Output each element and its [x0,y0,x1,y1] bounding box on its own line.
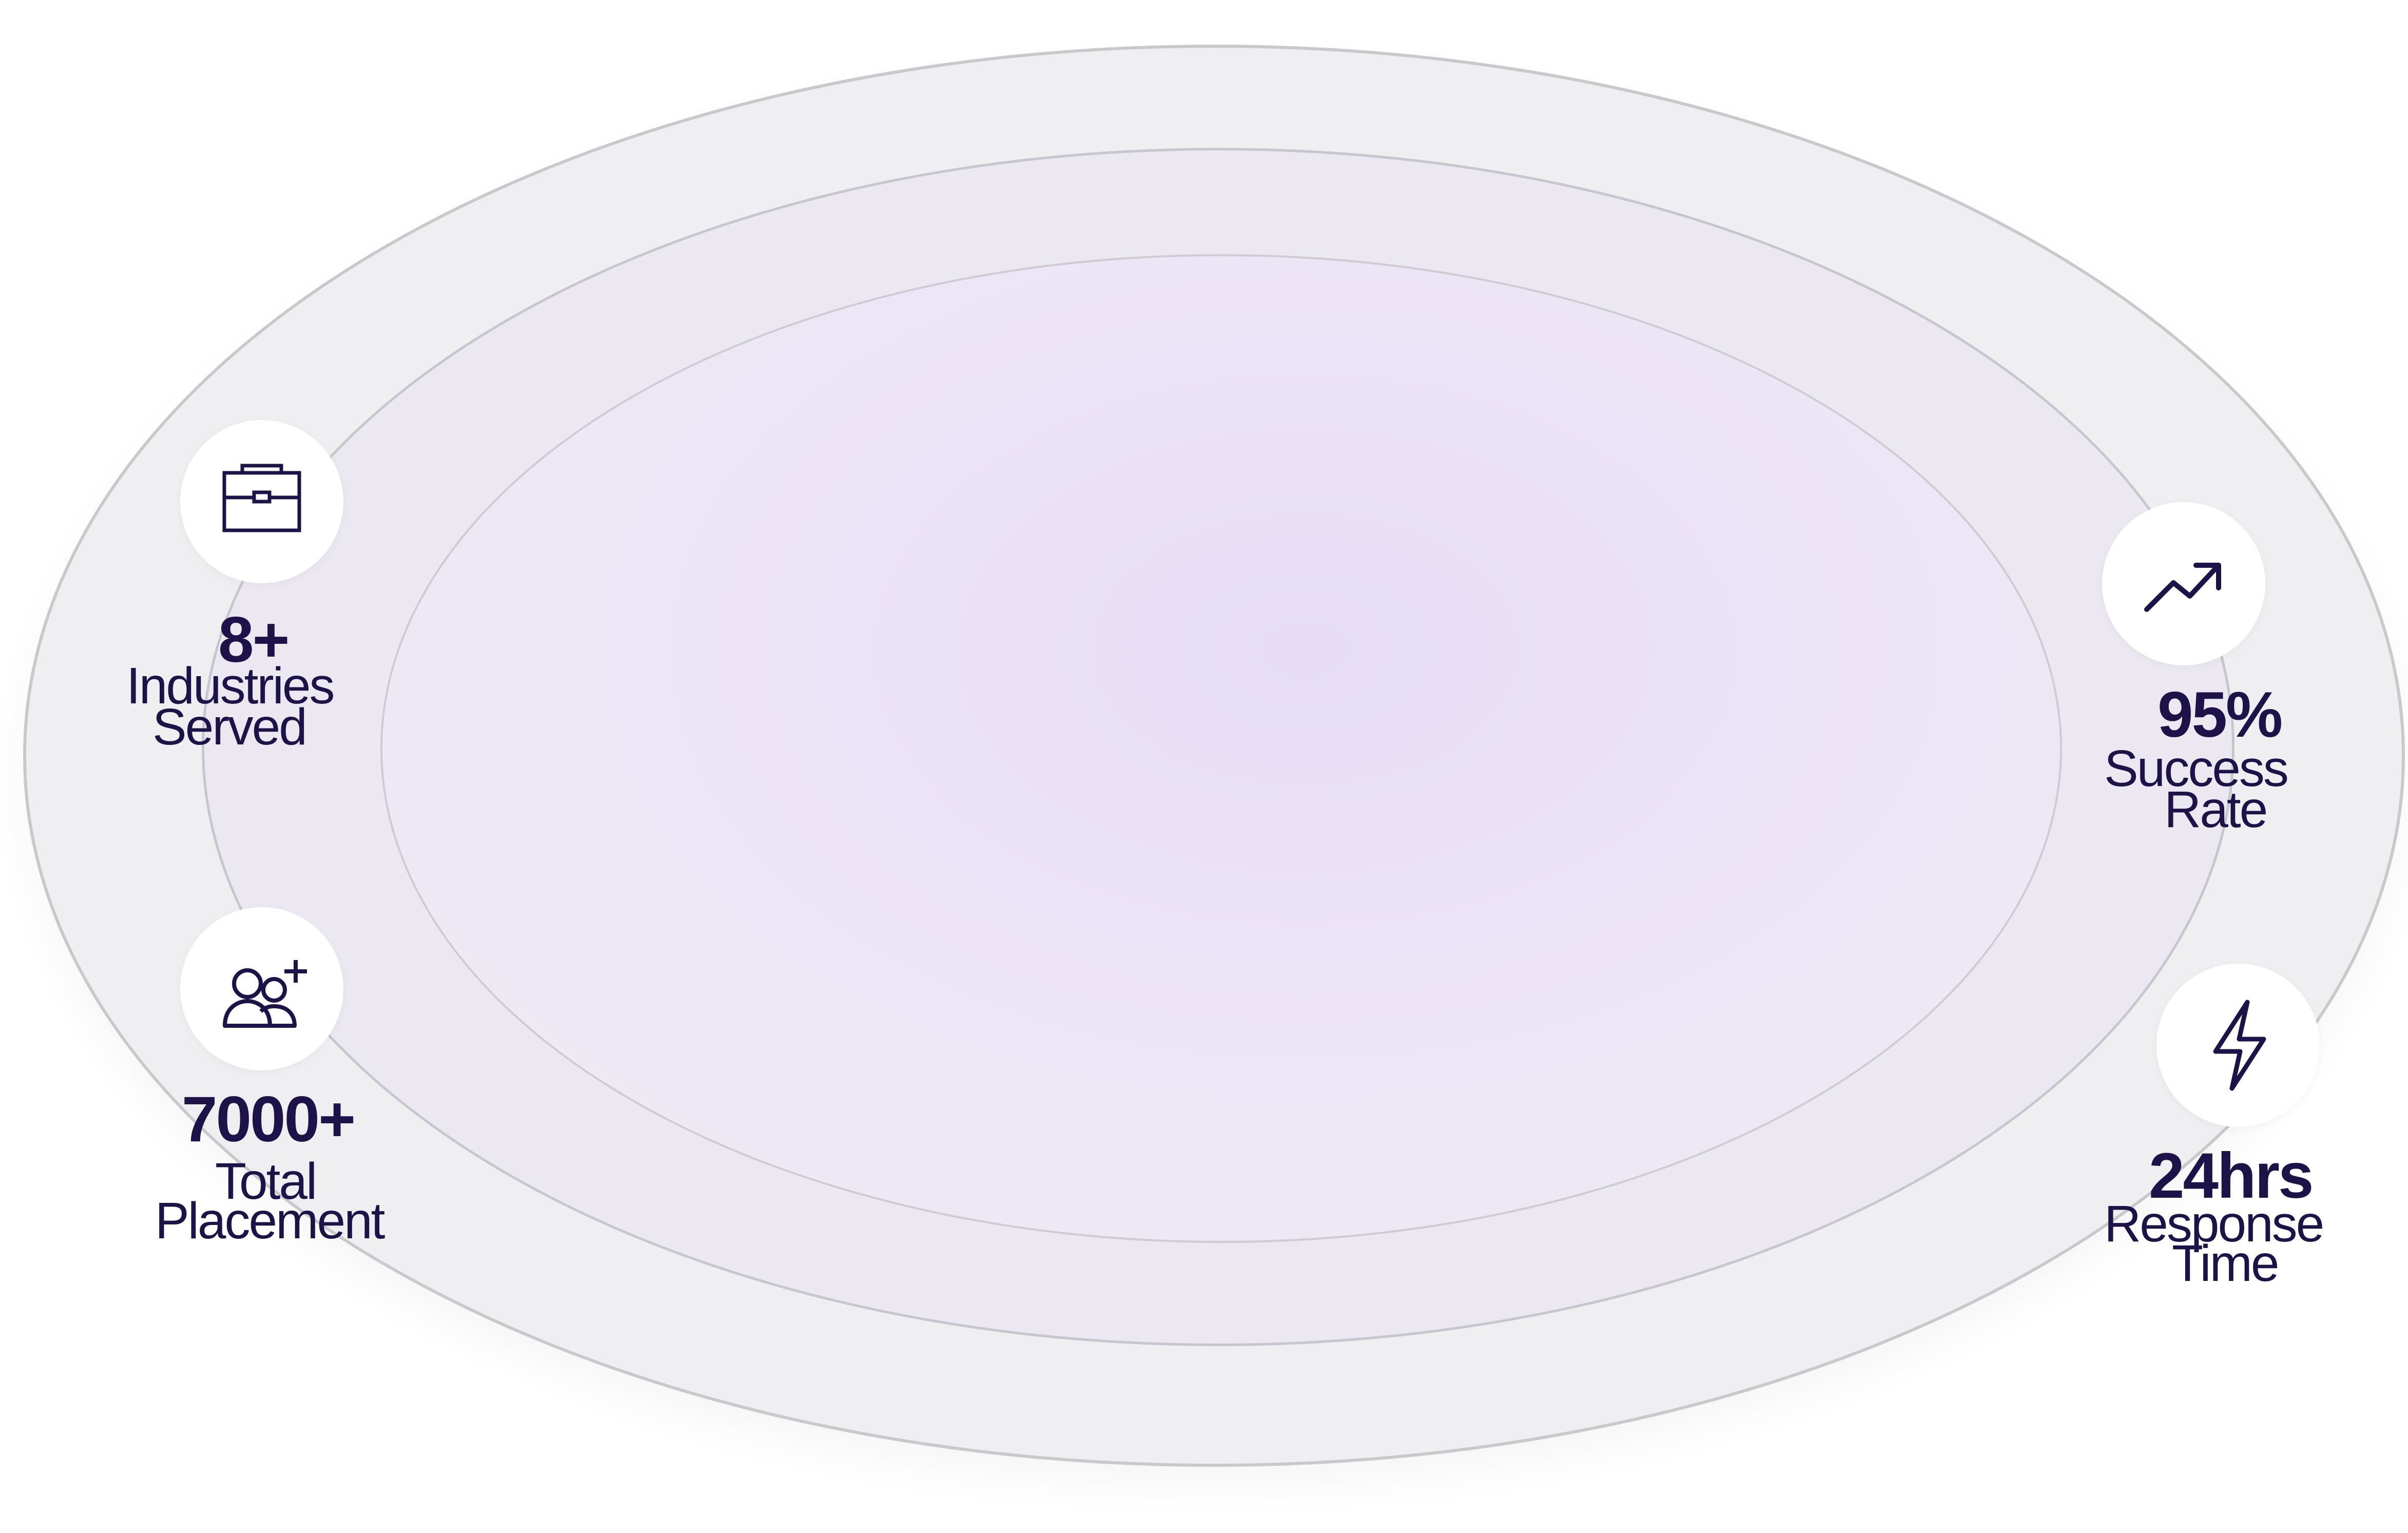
response-icon-badge [2156,964,2320,1127]
lightning-icon [2213,1000,2266,1091]
success-value: 95% [2157,679,2283,751]
briefcase-icon [222,464,301,532]
response-value: 24hrs [2149,1140,2314,1212]
industries-icon-badge [180,420,343,583]
placement-icon-badge [180,907,343,1070]
placement-label-line2: Placement [155,1192,385,1250]
success-label-line2: Rate [2164,781,2268,838]
placement-label-line1: Total [215,1153,317,1210]
response-label-line1: Response [2104,1195,2324,1253]
inner-ring [380,254,2062,1243]
trending-up-icon [2144,563,2221,612]
response-label-line2: Time [2172,1235,2280,1292]
industries-label-line2: Served [152,698,307,756]
placement-value: 7000+ [182,1084,356,1155]
success-icon-badge [2102,502,2265,665]
industries-value: 8+ [218,604,290,676]
industries-label-line1: Industries [126,657,335,715]
users-add-icon [223,960,307,1028]
success-label-line1: Success [2104,740,2289,797]
